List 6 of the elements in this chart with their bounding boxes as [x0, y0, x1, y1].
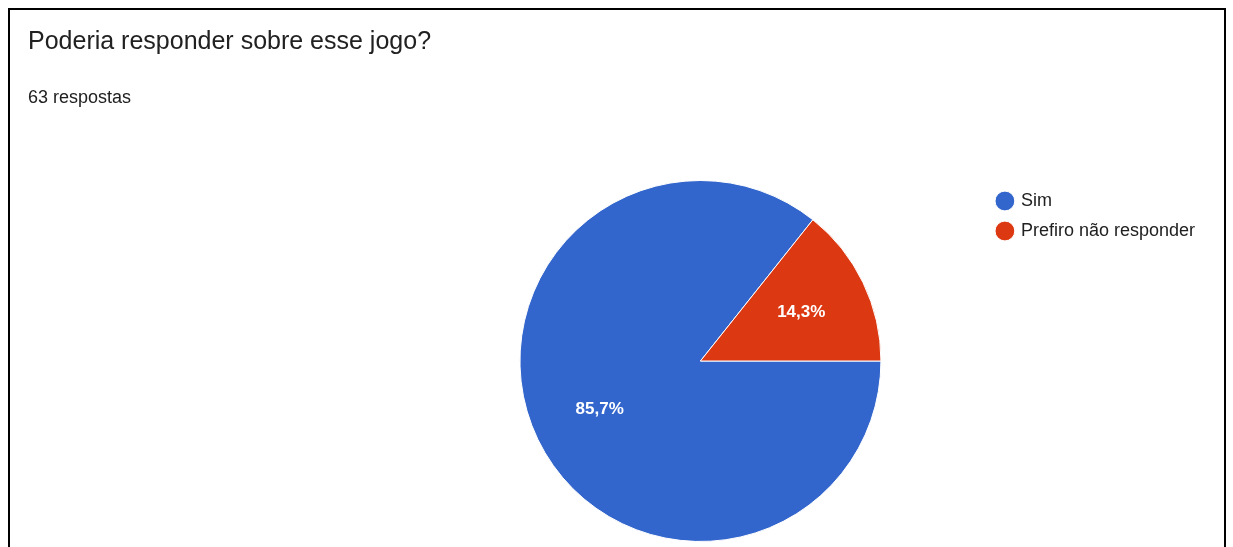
legend-label: Prefiro não responder	[1020, 219, 1196, 240]
text: Poderia responder sobre esse jogo?	[28, 26, 432, 55]
text: 63 respostas	[28, 87, 132, 108]
legend-label: Sim	[1020, 189, 1052, 210]
data-label: 14,3%	[777, 302, 826, 322]
data-label: 85,7%	[575, 399, 624, 419]
